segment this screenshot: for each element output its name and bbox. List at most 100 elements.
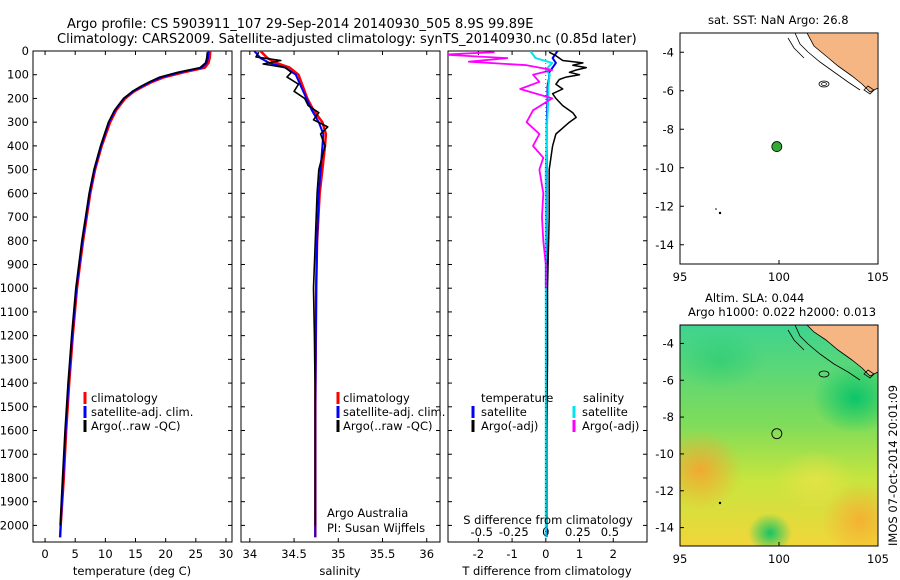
map-x-tick-label: 105 [867,270,889,284]
y-tick-label: 0 [22,44,29,58]
y-tick-label: 1800 [0,471,29,485]
map-x-tick-label: 100 [768,270,790,284]
sla-map-subtitle: Argo h1000: 0.022 h2000: 0.013 [688,305,876,319]
sla-low-anomaly [813,363,878,433]
y-tick-label: 800 [7,234,29,248]
x-tick-label: 36 [419,547,434,561]
y-tick-label: 1900 [0,495,29,509]
depth-y-ticks: 0 100 200 300 400 500 600 700 800 900 1000 1100 1200… [0,44,232,532]
y-tick-label: 1200 [0,329,29,343]
series-line-3 [59,52,209,526]
map-y-tick-label: -8 [663,122,674,136]
map-y-tick-label: -4 [663,336,674,350]
difference-legend: temperature salinity satellite Argo(-adj… [471,391,639,433]
y-tick-label: 1100 [0,305,29,319]
temperature-x-label: temperature (deg C) [73,564,191,578]
island-outline [818,80,830,88]
imos-credit: IMOS 07-Oct-2014 20:01:09 [886,385,900,546]
series-line-4 [448,51,554,289]
temperature-x-ticks: 0 5 10 15 20 25 30 [41,51,233,561]
legend-satellite-label: satellite-adj. clim. [343,405,445,419]
y-tick-label: 1600 [0,424,29,438]
map-y-tick-label: -12 [655,484,674,498]
map-x-tick-label: 95 [673,552,688,566]
y-tick-label: 500 [7,163,29,177]
sst-map-ticks: 95 100 105 -4 -6 -8 -10 -12 -14 [655,45,889,284]
t-difference-x-label: T difference from climatology [461,564,632,578]
y-tick-label: 900 [7,257,29,271]
sla-map-title: Altim. SLA: 0.044 [705,291,804,305]
y-tick-label: 2000 [0,518,29,532]
bathymetry-contour [794,33,861,91]
x-tick-label: 25 [188,547,203,561]
difference-panel: -2 -1 0 1 2 -0.5 -0.25 0 0.25 0.5 T difference f… [447,50,648,578]
x-tick-label: 10 [98,547,113,561]
series-line-2 [545,51,588,526]
sla-low-anomaly [748,513,792,546]
x-tick-label: 2 [610,547,617,561]
legend-s-satellite-label: satellite [582,405,628,419]
salinity-y-tickmarks [241,50,440,526]
sla-mid-anomaly [775,450,855,510]
legend-argo-label: Argo(..raw -QC) [91,419,181,433]
argo-float-marker [771,141,783,152]
s-diff-tick-label: -0.25 [499,525,529,539]
y-tick-label: 1500 [0,400,29,414]
title-line-1: Argo profile: CS 5903911_107 29-Sep-2014… [67,17,533,32]
sst-map-panel: sat. SST: NaN Argo: 26.8 95 100 105 -4 -6 -8 -… [655,13,889,284]
y-tick-label: 200 [7,91,29,105]
island-dot [718,211,722,215]
bathymetry-contour [787,329,805,351]
sla-map-ticks: 95 100 105 -4 -6 -8 -10 -12 -14 [655,336,889,566]
x-tick-label: 1 [576,547,583,561]
island-outline [863,85,875,95]
temperature-panel: 0 5 10 15 20 25 30 0 100 200 300 400 500 600 700 800 90… [0,44,233,578]
temperature-series [58,51,212,538]
s-diff-tick-label: 0.5 [601,525,619,539]
pi-label: PI: Susan Wijffels [327,521,425,535]
map-y-tick-label: -14 [655,238,674,252]
land-mass [806,325,878,377]
island-outline [863,369,875,379]
map-y-tick-label: -10 [655,447,674,461]
salinity-legend: climatology satellite-adj. clim. Argo(..… [336,391,445,433]
x-tick-label: 20 [158,547,173,561]
s-diff-tick-label: -0.5 [471,525,493,539]
x-tick-label: 5 [72,547,79,561]
s-difference-x-label: S difference from climatology [463,513,633,527]
map-y-tick-label: -4 [663,45,674,59]
x-tick-label: 0 [41,547,48,561]
salinity-x-label: salinity [319,564,360,578]
map-x-tick-label: 105 [867,552,889,566]
legend-t-argo-label: Argo(-adj) [481,419,538,433]
title-line-2: Climatology: CARS2009. Satellite-adjuste… [57,32,637,47]
sst-map-title: sat. SST: NaN Argo: 26.8 [708,13,849,27]
difference-y-tickmarks [448,50,647,526]
y-tick-label: 600 [7,186,29,200]
legend-argo-label: Argo(..raw -QC) [343,419,433,433]
y-tick-label: 300 [7,115,29,129]
y-tick-label: 1700 [0,447,29,461]
sla-high-anomaly [680,430,742,510]
legend-satellite-label: satellite-adj. clim. [91,405,193,419]
temperature-legend: climatology satellite-adj. clim. Argo(..… [83,391,193,433]
legend-t-satellite-label: satellite [481,405,527,419]
island-dot [715,208,717,210]
x-tick-label: -2 [473,547,484,561]
salinity-axes-box [240,50,441,543]
y-tick-label: 1300 [0,352,29,366]
salinity-panel: 34 34.5 35 35.5 36 salinity climatology sate… [240,50,445,578]
legend-s-argo-label: Argo(-adj) [582,419,639,433]
island-outline [821,82,827,86]
legend-climatology-label: climatology [91,391,158,405]
s-diff-tick-label: 0.25 [565,525,591,539]
sst-map-content [715,33,878,215]
temperature-axes-box [32,50,233,543]
argo-float-marker [771,428,783,440]
x-tick-label: 0 [542,547,549,561]
map-x-tick-label: 100 [768,552,790,566]
x-tick-label: 30 [219,547,234,561]
y-tick-label: 100 [7,68,29,82]
x-tick-label: 15 [128,547,143,561]
